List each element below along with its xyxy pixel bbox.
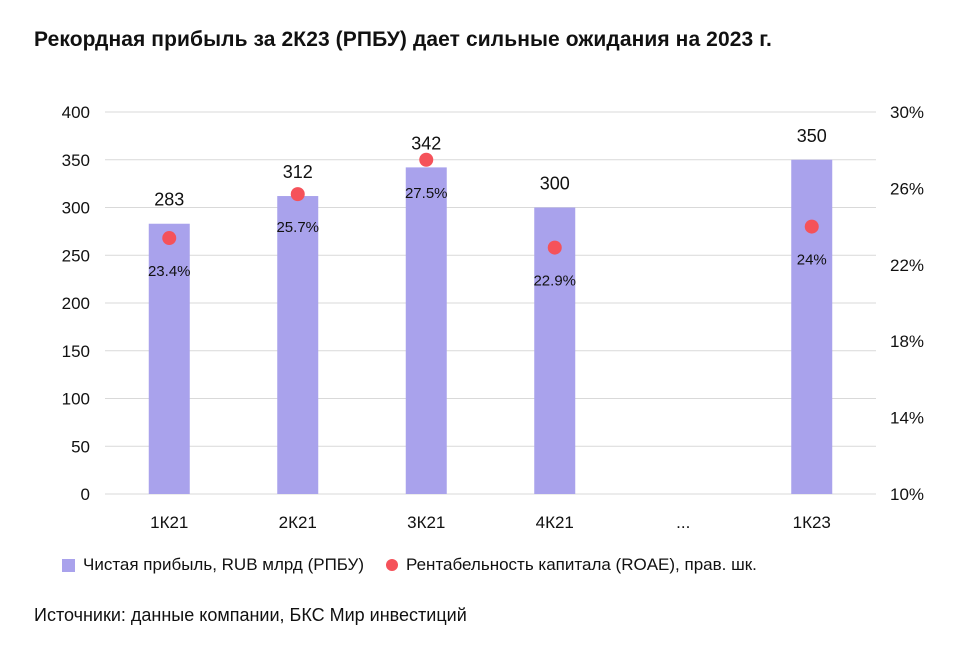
legend-dot-swatch: [386, 559, 399, 571]
bar-value-label: 300: [540, 174, 570, 194]
y-right-tick-label: 22%: [890, 256, 924, 275]
roae-value-label: 27.5%: [405, 185, 448, 202]
roae-point: [804, 219, 819, 234]
legend: Чистая прибыль, RUB млрд (РПБУ) Рентабел…: [62, 555, 779, 575]
bar-value-label: 312: [283, 162, 313, 182]
y-left-tick-label: 50: [71, 437, 90, 456]
y-left-tick-label: 350: [62, 151, 90, 170]
bar: [405, 167, 447, 494]
y-right-tick-label: 30%: [890, 103, 924, 122]
y-left-tick-label: 100: [62, 390, 90, 409]
bar: [791, 159, 833, 494]
bar: [148, 223, 190, 495]
bar-value-label: 342: [411, 133, 441, 153]
legend-bar-label: Чистая прибыль, RUB млрд (РПБУ): [83, 555, 365, 574]
legend-bar-swatch: [62, 558, 75, 572]
roae-value-label: 25.7%: [276, 219, 319, 236]
roae-point: [290, 187, 305, 202]
y-left-tick-label: 0: [81, 485, 90, 504]
y-left-tick-label: 300: [62, 199, 90, 218]
chart-canvas: 0 50 100 150 200 250 300 350 400 10% 14% 18% 22% 26% 3…: [62, 103, 924, 532]
y-left-tick-label: 400: [62, 103, 90, 122]
roae-point: [419, 152, 434, 167]
legend-dot-label: Рентабельность капитала (ROAE), прав. шк…: [406, 555, 757, 574]
roae-value-label: 23.4%: [148, 263, 191, 280]
y-right-tick-label: 26%: [890, 179, 924, 198]
y-left-tick-label: 250: [62, 246, 90, 265]
x-tick-label: 3К21: [407, 513, 445, 532]
bar: [534, 207, 576, 494]
x-tick-label: 1К21: [150, 513, 188, 532]
x-tick-label: ...: [676, 513, 690, 532]
legend-item-bars: Чистая прибыль, RUB млрд (РПБУ): [62, 555, 364, 575]
bar: [277, 196, 319, 495]
bar-value-label: 283: [154, 190, 184, 210]
roae-value-label: 22.9%: [533, 273, 576, 290]
chart-title: Рекордная прибыль за 2К23 (РПБУ) дает си…: [34, 28, 772, 51]
roae-point: [162, 231, 177, 246]
roae-value-label: 24%: [797, 252, 827, 269]
y-right-tick-label: 18%: [890, 332, 924, 351]
legend-item-dots: Рентабельность капитала (ROAE), прав. шк…: [386, 555, 757, 575]
bar-value-label: 350: [797, 126, 827, 146]
y-right-tick-label: 14%: [890, 409, 924, 428]
y-right-tick-label: 10%: [890, 485, 924, 504]
y-left-tick-label: 200: [62, 294, 90, 313]
roae-point: [547, 240, 562, 255]
x-tick-label: 4К21: [536, 513, 574, 532]
x-tick-label: 1К23: [793, 513, 831, 532]
x-tick-label: 2К21: [279, 513, 317, 532]
y-left-tick-label: 150: [62, 342, 90, 361]
source-note: Источники: данные компании, БКС Мир инве…: [34, 605, 467, 625]
